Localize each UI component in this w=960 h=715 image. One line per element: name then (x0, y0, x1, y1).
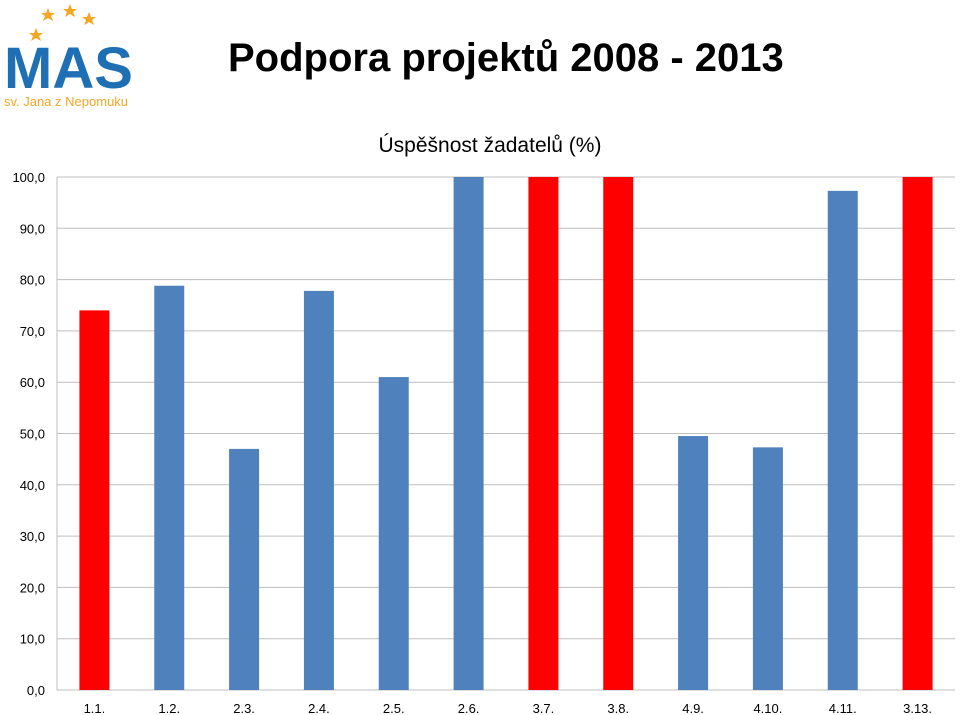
x-tick-label: 1.2. (158, 701, 180, 715)
bar-3-7 (528, 177, 559, 690)
y-axis: 0,0 10,0 20,0 30,0 40,0 50,0 60,0 70,0 80,0 90,0 1… (12, 170, 45, 698)
bar-4-11 (827, 190, 858, 690)
bar-4-9 (678, 436, 709, 690)
y-tick-label: 80,0 (20, 273, 45, 288)
y-tick-label: 60,0 (20, 375, 45, 390)
y-tick-label: 20,0 (20, 580, 45, 595)
x-tick-label: 3.7. (533, 701, 555, 715)
bar-2-4 (303, 290, 334, 690)
chart-title: Úspěšnost žadatelů (%) (379, 134, 602, 157)
logo-subtitle: sv. Jana z Nepomuku (4, 94, 128, 109)
bar-3-8 (603, 177, 634, 690)
y-tick-label: 0,0 (27, 683, 45, 698)
y-tick-label: 40,0 (20, 478, 45, 493)
x-tick-label: 2.3. (233, 701, 255, 715)
y-tick-label: 70,0 (20, 324, 45, 339)
x-tick-label: 3.13. (903, 701, 932, 715)
bars (79, 177, 933, 690)
logo-stars (29, 4, 96, 41)
x-tick-label: 2.5. (383, 701, 405, 715)
x-tick-label: 1.1. (84, 701, 106, 715)
y-tick-label: 50,0 (20, 427, 45, 442)
bar-1-1 (79, 310, 110, 690)
bar-1-2 (154, 285, 185, 690)
x-tick-label: 4.9. (682, 701, 704, 715)
x-tick-label: 4.10. (753, 701, 782, 715)
y-tick-label: 100,0 (12, 170, 45, 185)
x-axis: 1.1. 1.2. 2.3. 2.4. 2.5. 2.6. 3.7. 3.8. 4.9. 4.10… (84, 701, 932, 715)
slide-title: Podpora projektů 2008 - 2013 (228, 36, 784, 80)
y-tick-label: 90,0 (20, 221, 45, 236)
bar-chart: Úspěšnost žadatelů (%) 0,0 10,0 20,0 30,0 40… (12, 134, 955, 715)
x-tick-label: 3.8. (607, 701, 629, 715)
bar-2-3 (229, 448, 260, 690)
bar-3-13 (902, 177, 933, 690)
bar-2-6 (453, 177, 484, 690)
y-tick-label: 30,0 (20, 529, 45, 544)
y-tick-label: 10,0 (20, 632, 45, 647)
grid-lines (56, 176, 955, 691)
mas-logo: MAS sv. Jana z Nepomuku (4, 4, 133, 109)
x-tick-label: 2.6. (458, 701, 480, 715)
bar-4-10 (752, 447, 783, 690)
x-tick-label: 4.11. (829, 701, 857, 715)
logo-text: MAS (4, 36, 133, 101)
x-tick-label: 2.4. (308, 701, 330, 715)
bar-2-5 (378, 377, 409, 690)
